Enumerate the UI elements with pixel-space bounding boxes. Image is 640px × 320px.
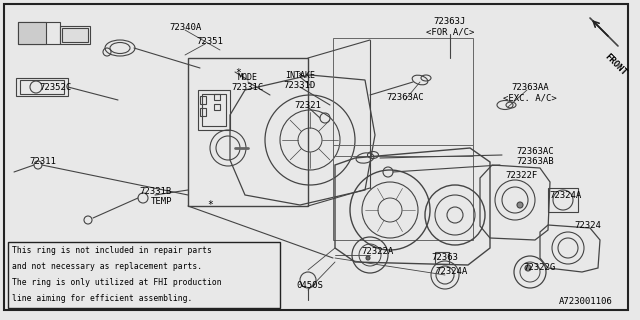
Text: 72324A: 72324A bbox=[549, 190, 581, 199]
Text: 72321: 72321 bbox=[294, 100, 321, 109]
Bar bbox=[548, 188, 578, 212]
Text: 72363: 72363 bbox=[431, 253, 458, 262]
Text: A723001106: A723001106 bbox=[559, 298, 613, 307]
Bar bbox=[8, 242, 280, 308]
Text: TEMP: TEMP bbox=[151, 197, 173, 206]
Bar bbox=[333, 38, 473, 156]
Bar bbox=[60, 26, 90, 44]
Bar bbox=[20, 80, 64, 94]
Bar bbox=[435, 252, 449, 264]
Text: 72363AA: 72363AA bbox=[511, 84, 549, 92]
Text: 72363AC: 72363AC bbox=[516, 148, 554, 156]
Bar bbox=[188, 58, 308, 206]
Bar bbox=[214, 104, 220, 110]
Bar bbox=[202, 94, 226, 126]
Text: The ring is only utilized at FHI production: The ring is only utilized at FHI product… bbox=[12, 278, 221, 287]
Bar bbox=[18, 22, 46, 44]
Text: <FOR A/C>: <FOR A/C> bbox=[426, 28, 474, 36]
Text: 72340A: 72340A bbox=[169, 23, 201, 33]
Text: <EXC. A/C>: <EXC. A/C> bbox=[503, 93, 557, 102]
Bar bbox=[62, 28, 88, 42]
Text: *: * bbox=[235, 68, 241, 78]
Text: 72351: 72351 bbox=[196, 37, 223, 46]
Text: line aiming for efficient assembling.: line aiming for efficient assembling. bbox=[12, 294, 193, 303]
Bar bbox=[200, 96, 206, 104]
Text: *: * bbox=[207, 200, 213, 210]
Text: MODE: MODE bbox=[238, 74, 258, 83]
Text: FRONT: FRONT bbox=[603, 52, 628, 77]
Text: 72322G: 72322G bbox=[524, 263, 556, 273]
Bar bbox=[333, 145, 473, 240]
Bar bbox=[214, 94, 220, 100]
Bar bbox=[16, 78, 68, 96]
Text: 0450S: 0450S bbox=[296, 281, 323, 290]
Bar bbox=[200, 108, 206, 116]
Bar bbox=[18, 22, 60, 44]
Circle shape bbox=[517, 202, 523, 208]
Text: 72363AB: 72363AB bbox=[516, 157, 554, 166]
Text: 72363AC: 72363AC bbox=[386, 93, 424, 102]
Text: 72324A: 72324A bbox=[436, 268, 468, 276]
Text: 72363J: 72363J bbox=[434, 18, 466, 27]
Text: 72331B: 72331B bbox=[139, 188, 171, 196]
Text: This ring is not included in repair parts: This ring is not included in repair part… bbox=[12, 246, 212, 255]
Text: 72322F: 72322F bbox=[506, 171, 538, 180]
Text: 72322A: 72322A bbox=[362, 247, 394, 257]
Text: INTAKE: INTAKE bbox=[285, 70, 315, 79]
Text: 72311: 72311 bbox=[29, 157, 56, 166]
Text: 72331C: 72331C bbox=[232, 84, 264, 92]
Text: and not necessary as replacement parts.: and not necessary as replacement parts. bbox=[12, 262, 202, 271]
Text: 72352C: 72352C bbox=[39, 84, 71, 92]
Circle shape bbox=[525, 265, 531, 271]
Text: 72331D: 72331D bbox=[284, 81, 316, 90]
Text: *: * bbox=[297, 72, 303, 82]
Text: 72324: 72324 bbox=[575, 220, 602, 229]
Bar bbox=[198, 90, 230, 130]
Circle shape bbox=[366, 256, 370, 260]
